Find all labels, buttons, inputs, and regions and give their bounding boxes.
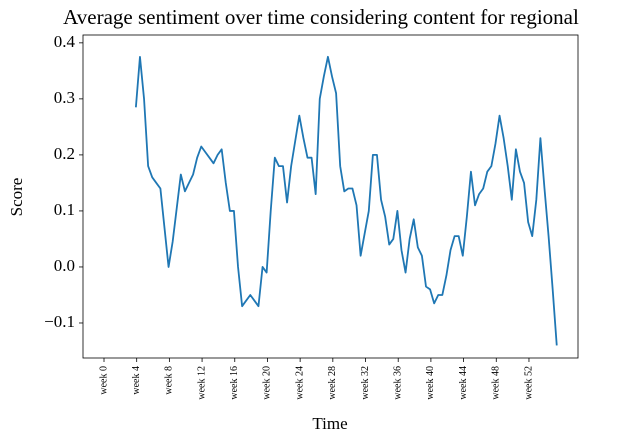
y-tick-label: 0.3	[54, 88, 75, 107]
x-tick-label: week 16	[229, 366, 240, 400]
y-tick-label: 0.2	[54, 144, 75, 163]
x-tick-label: week 52	[523, 366, 534, 400]
x-tick-label: week 0	[98, 366, 109, 395]
y-tick-label: 0.0	[54, 256, 75, 275]
plot-frame	[82, 34, 579, 359]
chart-title: Average sentiment over time considering …	[63, 5, 579, 29]
y-tick-label: −0.1	[44, 312, 75, 331]
y-axis-label: Score	[7, 178, 26, 217]
x-tick-label: week 44	[458, 366, 469, 400]
x-tick-label: week 48	[491, 366, 502, 400]
x-tick-label: week 4	[131, 366, 142, 395]
x-tick-label: week 8	[164, 366, 175, 395]
x-tick-label: week 32	[360, 366, 371, 400]
x-tick-label: week 36	[393, 366, 404, 400]
data-line	[134, 55, 558, 346]
y-tick-label: 0.4	[54, 32, 76, 51]
y-tick-label: 0.1	[54, 200, 75, 219]
x-tick-label: week 28	[327, 366, 338, 400]
x-tick-label: week 24	[294, 366, 305, 400]
x-tick-label: week 12	[196, 366, 207, 400]
x-tick-label: week 20	[262, 366, 273, 400]
x-axis-label: Time	[312, 414, 347, 433]
x-tick-label: week 40	[425, 366, 436, 400]
